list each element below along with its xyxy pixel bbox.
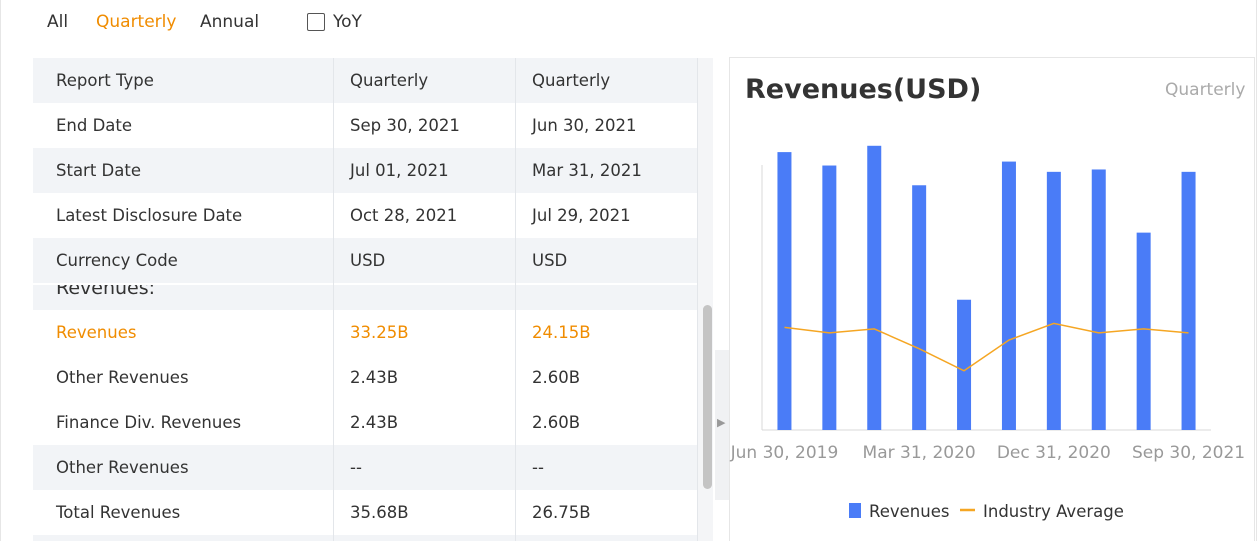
cell-value: 2.43B bbox=[350, 413, 399, 432]
cell-value: USD bbox=[532, 251, 568, 270]
chart-period-label: Quarterly bbox=[1165, 80, 1246, 100]
cell-value: 24.15B bbox=[532, 323, 591, 342]
tab-annual[interactable]: Annual bbox=[200, 12, 260, 32]
yoy-label: YoY bbox=[333, 12, 362, 32]
row-label: Other Revenues bbox=[56, 368, 189, 387]
table-scrollbar-thumb[interactable] bbox=[703, 305, 712, 489]
legend-label-industry-average: Industry Average bbox=[983, 502, 1124, 521]
table-row-revenues[interactable]: Revenues 33.25B 24.15B bbox=[33, 310, 711, 355]
x-tick-label: Sep 30, 2021 bbox=[1132, 443, 1245, 463]
cell-value: Oct 28, 2021 bbox=[350, 206, 458, 225]
cell-value: Jul 29, 2021 bbox=[532, 206, 631, 225]
yoy-toggle[interactable]: YoY bbox=[307, 12, 362, 32]
row-label: End Date bbox=[56, 116, 133, 135]
row-label: Currency Code bbox=[56, 251, 178, 270]
cell-value: USD bbox=[350, 251, 386, 270]
cell-value: 26.75B bbox=[532, 503, 591, 522]
section-header-revenues: Revenues: bbox=[33, 285, 698, 310]
bar-mar-31-2020 bbox=[912, 185, 927, 430]
table-row-currency-code: Currency Code USD USD bbox=[33, 238, 711, 283]
bar-jun-30-2020 bbox=[957, 299, 972, 430]
bar-dec-31-2020 bbox=[1046, 171, 1061, 430]
bar-dec-31-2019 bbox=[867, 145, 882, 430]
column-divider bbox=[697, 58, 698, 541]
cell-value: 33.25B bbox=[350, 323, 409, 342]
row-label: Total Revenues bbox=[56, 503, 181, 522]
row-label: Report Type bbox=[56, 71, 154, 90]
row-label: Revenues bbox=[56, 323, 137, 342]
section-label: Revenues: bbox=[56, 285, 156, 299]
table-row-report-type: Report Type Quarterly Quarterly bbox=[33, 58, 711, 103]
cell-value: Mar 31, 2021 bbox=[532, 161, 642, 180]
cell-value: 2.43B bbox=[350, 368, 399, 387]
left-border bbox=[0, 0, 1, 541]
yoy-checkbox[interactable] bbox=[307, 13, 325, 31]
cell-value: Quarterly bbox=[350, 71, 429, 90]
period-filter-bar: All Quarterly Annual YoY bbox=[0, 0, 720, 46]
bar-mar-31-2021 bbox=[1091, 169, 1106, 430]
row-label: Other Revenues bbox=[56, 458, 189, 477]
cell-value: 2.60B bbox=[532, 368, 581, 387]
row-label: Latest Disclosure Date bbox=[56, 206, 243, 225]
x-tick-label: Dec 31, 2020 bbox=[997, 443, 1111, 463]
financial-table: Report Type Quarterly Quarterly End Date… bbox=[33, 58, 711, 541]
bar-sep-30-2019 bbox=[822, 165, 837, 431]
x-tick-label: Jun 30, 2019 bbox=[730, 443, 839, 463]
table-row-start-date: Start Date Jul 01, 2021 Mar 31, 2021 bbox=[33, 148, 711, 193]
legend-label-revenues: Revenues bbox=[869, 502, 949, 521]
chart-title: Revenues(USD) bbox=[745, 74, 982, 105]
row-label: Finance Div. Revenues bbox=[56, 413, 242, 432]
bar-jun-30-2021 bbox=[1136, 232, 1151, 430]
table-row-partial bbox=[33, 535, 711, 541]
caret-right-icon: ▶ bbox=[717, 416, 726, 429]
table-row-other-revenues-2[interactable]: Other Revenues -- -- bbox=[33, 445, 711, 490]
row-label: Start Date bbox=[56, 161, 141, 180]
cell-value: Jun 30, 2021 bbox=[532, 116, 637, 135]
bar-sep-30-2021 bbox=[1181, 171, 1196, 430]
table-row-end-date: End Date Sep 30, 2021 Jun 30, 2021 bbox=[33, 103, 711, 148]
cell-value: -- bbox=[350, 458, 362, 477]
table-row-finance-div-revenues[interactable]: Finance Div. Revenues 2.43B 2.60B bbox=[33, 400, 711, 445]
legend-swatch-revenues bbox=[849, 503, 861, 518]
panel-collapse-handle[interactable]: ▶ bbox=[715, 350, 729, 500]
cell-value: Quarterly bbox=[532, 71, 611, 90]
column-divider bbox=[515, 58, 516, 541]
tab-all[interactable]: All bbox=[47, 12, 69, 32]
column-divider bbox=[333, 58, 334, 541]
x-tick-label: Mar 31, 2020 bbox=[863, 443, 976, 463]
cell-value: Sep 30, 2021 bbox=[350, 116, 460, 135]
cell-value: -- bbox=[532, 458, 544, 477]
right-border bbox=[1256, 0, 1257, 541]
table-row-disclosure-date: Latest Disclosure Date Oct 28, 2021 Jul … bbox=[33, 193, 711, 238]
tab-quarterly[interactable]: Quarterly bbox=[96, 12, 177, 32]
industry-average-line bbox=[784, 322, 1189, 372]
bar-sep-30-2020 bbox=[1001, 161, 1016, 430]
table-row-other-revenues[interactable]: Other Revenues 2.43B 2.60B bbox=[33, 355, 711, 400]
bar-jun-30-2019 bbox=[777, 152, 792, 430]
table-row-total-revenues[interactable]: Total Revenues 35.68B 26.75B bbox=[33, 490, 711, 535]
cell-value: 2.60B bbox=[532, 413, 581, 432]
cell-value: Jul 01, 2021 bbox=[350, 161, 449, 180]
cell-value: 35.68B bbox=[350, 503, 409, 522]
chart-panel bbox=[729, 57, 1255, 541]
